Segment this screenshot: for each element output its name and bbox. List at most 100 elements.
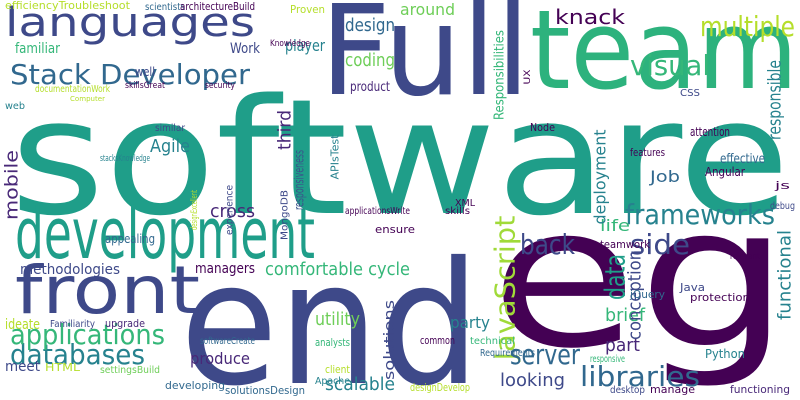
word: party bbox=[450, 313, 490, 332]
word: designExcellent bbox=[190, 190, 200, 230]
word: solutions bbox=[382, 300, 398, 380]
word: Requirements bbox=[480, 348, 535, 359]
word: familiar bbox=[15, 41, 60, 57]
word: multiple bbox=[700, 10, 795, 43]
word: Python bbox=[705, 347, 745, 361]
word: life bbox=[600, 216, 630, 235]
word: managers bbox=[195, 261, 255, 277]
word: product bbox=[350, 80, 390, 95]
word: Job bbox=[649, 167, 680, 186]
word: responsiveness bbox=[293, 150, 308, 210]
word: attention bbox=[690, 125, 730, 139]
word: back bbox=[520, 228, 576, 261]
word: UX bbox=[523, 70, 533, 85]
word: XML bbox=[455, 198, 475, 209]
word: Full bbox=[320, 0, 530, 124]
word: jQuery bbox=[629, 288, 665, 301]
word: knack bbox=[555, 5, 625, 29]
word: Apache bbox=[315, 376, 350, 387]
word: HTML bbox=[45, 361, 81, 374]
word: part bbox=[605, 335, 640, 356]
word: front bbox=[15, 252, 200, 329]
word: protection bbox=[690, 291, 750, 304]
word: end bbox=[180, 226, 480, 400]
word: meet bbox=[5, 359, 40, 375]
word: similar bbox=[155, 123, 186, 134]
word: mobile bbox=[2, 150, 23, 220]
word: third bbox=[275, 110, 296, 150]
word: ideate bbox=[5, 317, 40, 333]
word: team bbox=[530, 0, 798, 114]
word: designDevelop bbox=[410, 381, 470, 394]
word: eg bbox=[490, 164, 790, 391]
word: analysts bbox=[315, 336, 350, 349]
word: visual bbox=[630, 49, 710, 82]
word: common bbox=[420, 334, 455, 347]
word: utility bbox=[315, 309, 360, 330]
word: server bbox=[510, 338, 580, 371]
word: Node bbox=[530, 121, 555, 134]
word: client bbox=[325, 363, 351, 376]
word: software bbox=[10, 64, 790, 251]
word: player bbox=[285, 36, 325, 55]
word: scalable bbox=[325, 374, 395, 395]
word: brief bbox=[605, 305, 646, 326]
word: manage bbox=[650, 383, 695, 396]
word: softwareCreate bbox=[200, 336, 255, 347]
word: responsive bbox=[590, 354, 625, 365]
word: skills bbox=[445, 206, 470, 217]
word: Work bbox=[230, 41, 261, 57]
word: well bbox=[135, 65, 155, 79]
word: conception bbox=[625, 250, 646, 340]
word: Agile bbox=[150, 136, 190, 157]
word: libraries bbox=[580, 360, 700, 393]
word: ensure bbox=[375, 223, 415, 236]
word: upgrade bbox=[105, 317, 145, 330]
word: web bbox=[5, 101, 25, 112]
word: around bbox=[400, 0, 455, 19]
word: data bbox=[599, 254, 632, 300]
word: scientists bbox=[145, 2, 185, 13]
word: appealing bbox=[105, 232, 155, 246]
word: design bbox=[345, 15, 395, 36]
word: looking bbox=[500, 370, 565, 391]
word: side bbox=[630, 228, 690, 261]
word: Proven bbox=[290, 3, 325, 16]
word: applicationsWrite bbox=[345, 206, 410, 217]
word: efficiencyTroubleshoot bbox=[5, 0, 131, 12]
word: Computer bbox=[70, 95, 105, 103]
word: frameworks bbox=[625, 198, 775, 231]
word: MongoDB bbox=[280, 190, 291, 240]
word: relevant bbox=[730, 252, 760, 262]
word: developing bbox=[165, 379, 225, 392]
word: effective bbox=[720, 152, 765, 167]
word: produce bbox=[190, 349, 250, 368]
word: debug bbox=[770, 201, 795, 212]
word: APIsTest bbox=[329, 134, 342, 180]
word: deployment bbox=[591, 130, 610, 225]
word: Responsibilities bbox=[493, 30, 508, 120]
word: solutionsDesign bbox=[225, 384, 305, 397]
word: teamwork bbox=[600, 238, 651, 251]
word: architectureBuild bbox=[180, 0, 255, 13]
word: JavaScript bbox=[489, 215, 522, 362]
word: features bbox=[630, 146, 665, 159]
word: stacksKnowledge bbox=[100, 154, 150, 164]
word: desktop bbox=[610, 385, 645, 396]
word: functional bbox=[775, 230, 796, 320]
word: cross bbox=[210, 201, 255, 222]
word: security bbox=[205, 81, 236, 91]
word: methodologies bbox=[20, 262, 120, 278]
word: experience bbox=[225, 185, 236, 235]
word: js bbox=[773, 179, 790, 192]
word: coding bbox=[345, 50, 395, 71]
word: comfortable cycle bbox=[265, 259, 410, 280]
word: languages bbox=[5, 0, 255, 46]
word: applications bbox=[10, 318, 165, 351]
word: skillsGreat bbox=[125, 81, 165, 91]
word: technical bbox=[470, 336, 515, 347]
word: Angular bbox=[705, 165, 745, 179]
word: CSS bbox=[680, 88, 700, 99]
